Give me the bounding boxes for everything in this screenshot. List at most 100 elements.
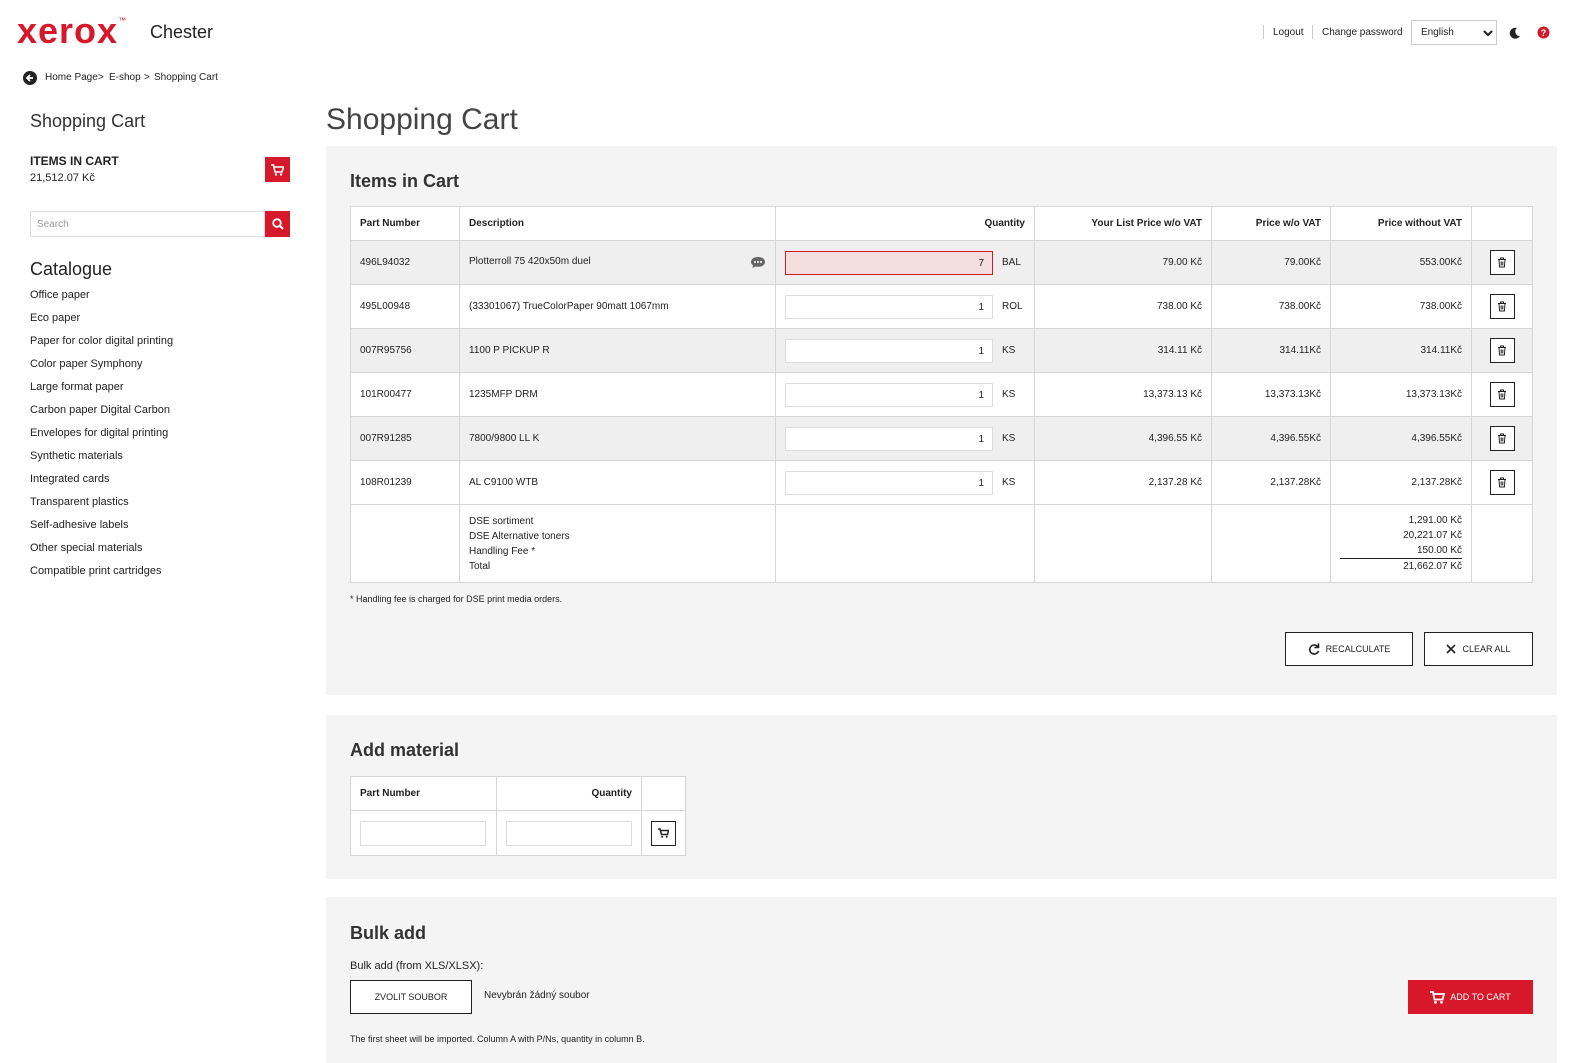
catalogue-link[interactable]: Compatible print cartridges [30,565,162,577]
catalogue-link[interactable]: Office paper [30,289,90,301]
delete-button[interactable] [1489,470,1515,495]
summary-value: 1,291.00 Kč [1408,515,1462,526]
file-status: Nevybrán žádný soubor [484,990,590,1001]
cart-button[interactable] [265,157,290,182]
delete-button[interactable] [1489,382,1515,407]
summary-value: 20,221.07 Kč [1403,530,1462,541]
catalogue-link[interactable]: Transparent plastics [30,496,129,508]
catalogue-link[interactable]: Envelopes for digital printing [30,427,169,439]
summary-value: 150.00 Kč [1416,545,1462,556]
unit: KS [1002,345,1016,356]
price-total: 738.00Kč [1330,284,1472,329]
catalogue-link[interactable]: Integrated cards [30,473,110,485]
help-icon[interactable]: ? [1537,26,1550,39]
actions [1471,284,1533,329]
catalogue-link[interactable]: Synthetic materials [30,450,123,462]
unit: KS [1002,389,1016,400]
quantity-input[interactable]: 7 [785,250,993,275]
description-text: Plotterroll 75 420x50m duel [469,256,591,267]
search-button[interactable] [265,211,290,237]
change-password-link[interactable]: Change password [1322,27,1403,38]
items-total: 21,512.07 Kč [30,172,95,184]
recalculate-button[interactable]: RECALCULATE [1285,632,1413,666]
add-to-cart-button[interactable]: ADD TO CART [1408,980,1533,1014]
logout-link[interactable]: Logout [1273,27,1304,38]
catalogue-link[interactable]: Paper for color digital printing [30,335,174,347]
button-label: CLEAR ALL [1462,644,1511,654]
footnote: * Handling fee is charged for DSE print … [350,594,563,604]
catalogue-link[interactable]: Large format paper [30,381,124,393]
add-material-table: Part Number Quantity [350,776,686,856]
clear-all-button[interactable]: CLEAR ALL [1424,632,1533,666]
description: Plotterroll 75 420x50m duel [459,240,776,285]
empty-cell [1211,504,1331,583]
summary-label: Total [469,560,491,572]
description: 1235MFP DRM [459,372,776,417]
delete-button[interactable] [1489,294,1515,319]
catalogue-link[interactable]: Self-adhesive labels [30,519,129,531]
chevron-icon [1483,30,1493,37]
comment-icon[interactable] [750,256,766,269]
price-total: 314.11Kč [1330,328,1472,373]
part-number: 007R91285 [350,416,460,461]
bulk-add-panel [326,897,1557,1063]
summary-label: Handling Fee * [469,545,536,557]
search-input[interactable]: Search [30,211,265,237]
summary-label: DSE Alternative toners [469,530,570,542]
catalogue-link[interactable]: Color paper Symphony [30,358,143,370]
file-button[interactable]: ZVOLIT SOUBOR [350,980,472,1014]
empty-cell [775,504,1035,583]
part-number-input[interactable] [360,820,486,846]
quantity-cell: 1 ROL [775,284,1035,329]
quantity-input[interactable]: 1 [785,382,993,407]
column-header: Price w/o VAT [1211,206,1331,241]
quantity-cell: 1 KS [775,460,1035,505]
breadcrumb-separator: > [144,72,150,83]
part-number: 007R95756 [350,328,460,373]
quantity-input[interactable]: 1 [785,426,993,451]
price: 738.00Kč [1211,284,1331,329]
quantity-input[interactable]: 1 [785,294,993,319]
cart-row: 108R01239 AL C9100 WTB 1 KS 2,137.28 Kč 2,137… [350,460,1533,505]
delete-button[interactable] [1489,250,1515,275]
actions [1471,240,1533,285]
price-total: 553.00Kč [1330,240,1472,285]
add-button[interactable] [651,820,676,846]
description-text: (33301067) TrueColorPaper 90matt 1067mm [469,301,669,312]
cart-row: 007R91285 7800/9800 LL K 1 KS 4,396.55 Kč 4,3… [350,416,1533,461]
summary-labels: DSE sortiment DSE Alternative toners Handl… [459,504,776,583]
unit: KS [1002,477,1016,488]
delete-button[interactable] [1489,338,1515,363]
logo-text: xerox [17,10,119,51]
price: 314.11Kč [1211,328,1331,373]
quantity-input[interactable] [505,820,632,846]
catalogue-list: Office paper Eco paper Paper for color dig… [30,287,173,586]
header-row: Part Number Description Quantity Your List … [350,206,1533,241]
catalogue-link[interactable]: Carbon paper Digital Carbon [30,404,171,416]
language-select[interactable]: English [1411,20,1497,45]
quantity-cell: 1 KS [775,328,1035,373]
back-icon[interactable] [23,71,37,85]
logo[interactable]: xerox™ [17,10,127,52]
breadcrumb-link[interactable]: Home Page [45,72,98,83]
dark-mode-icon[interactable] [1509,27,1521,39]
quantity-input[interactable]: 1 [785,470,993,495]
part-number: 496L94032 [350,240,460,285]
trash-icon [1498,257,1506,268]
description-text: 1235MFP DRM [469,389,538,400]
unit: ROL [1002,301,1023,312]
unit: BAL [1002,257,1021,268]
column-header: Quantity [775,206,1035,241]
quantity-input[interactable]: 1 [785,338,993,363]
trash-icon [1498,477,1506,488]
delete-button[interactable] [1489,426,1515,451]
description-text: AL C9100 WTB [469,477,539,488]
breadcrumb-item[interactable]: E-shop [109,72,141,83]
bulk-note: The first sheet will be imported. Column… [350,1034,645,1044]
part-number: 101R00477 [350,372,460,417]
catalogue-link[interactable]: Other special materials [30,542,143,554]
summary-label: DSE sortiment [469,515,534,527]
empty-cell [1471,504,1533,583]
search-icon [271,218,284,230]
catalogue-link[interactable]: Eco paper [30,312,81,324]
